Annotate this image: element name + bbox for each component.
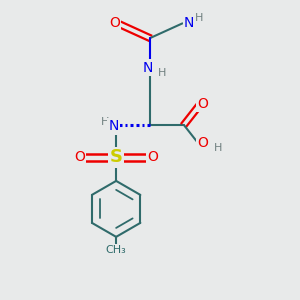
Text: O: O (198, 98, 208, 111)
Text: O: O (148, 150, 158, 164)
Text: O: O (198, 136, 208, 150)
Text: H: H (158, 68, 166, 78)
Text: H: H (101, 117, 109, 127)
Text: N: N (142, 61, 153, 75)
Text: N: N (184, 16, 194, 30)
Text: H: H (194, 13, 203, 23)
Text: O: O (109, 16, 120, 30)
Text: CH₃: CH₃ (106, 245, 127, 255)
Text: H: H (214, 143, 222, 153)
Text: O: O (74, 150, 85, 164)
Text: N: N (109, 119, 119, 134)
Text: S: S (110, 148, 123, 166)
